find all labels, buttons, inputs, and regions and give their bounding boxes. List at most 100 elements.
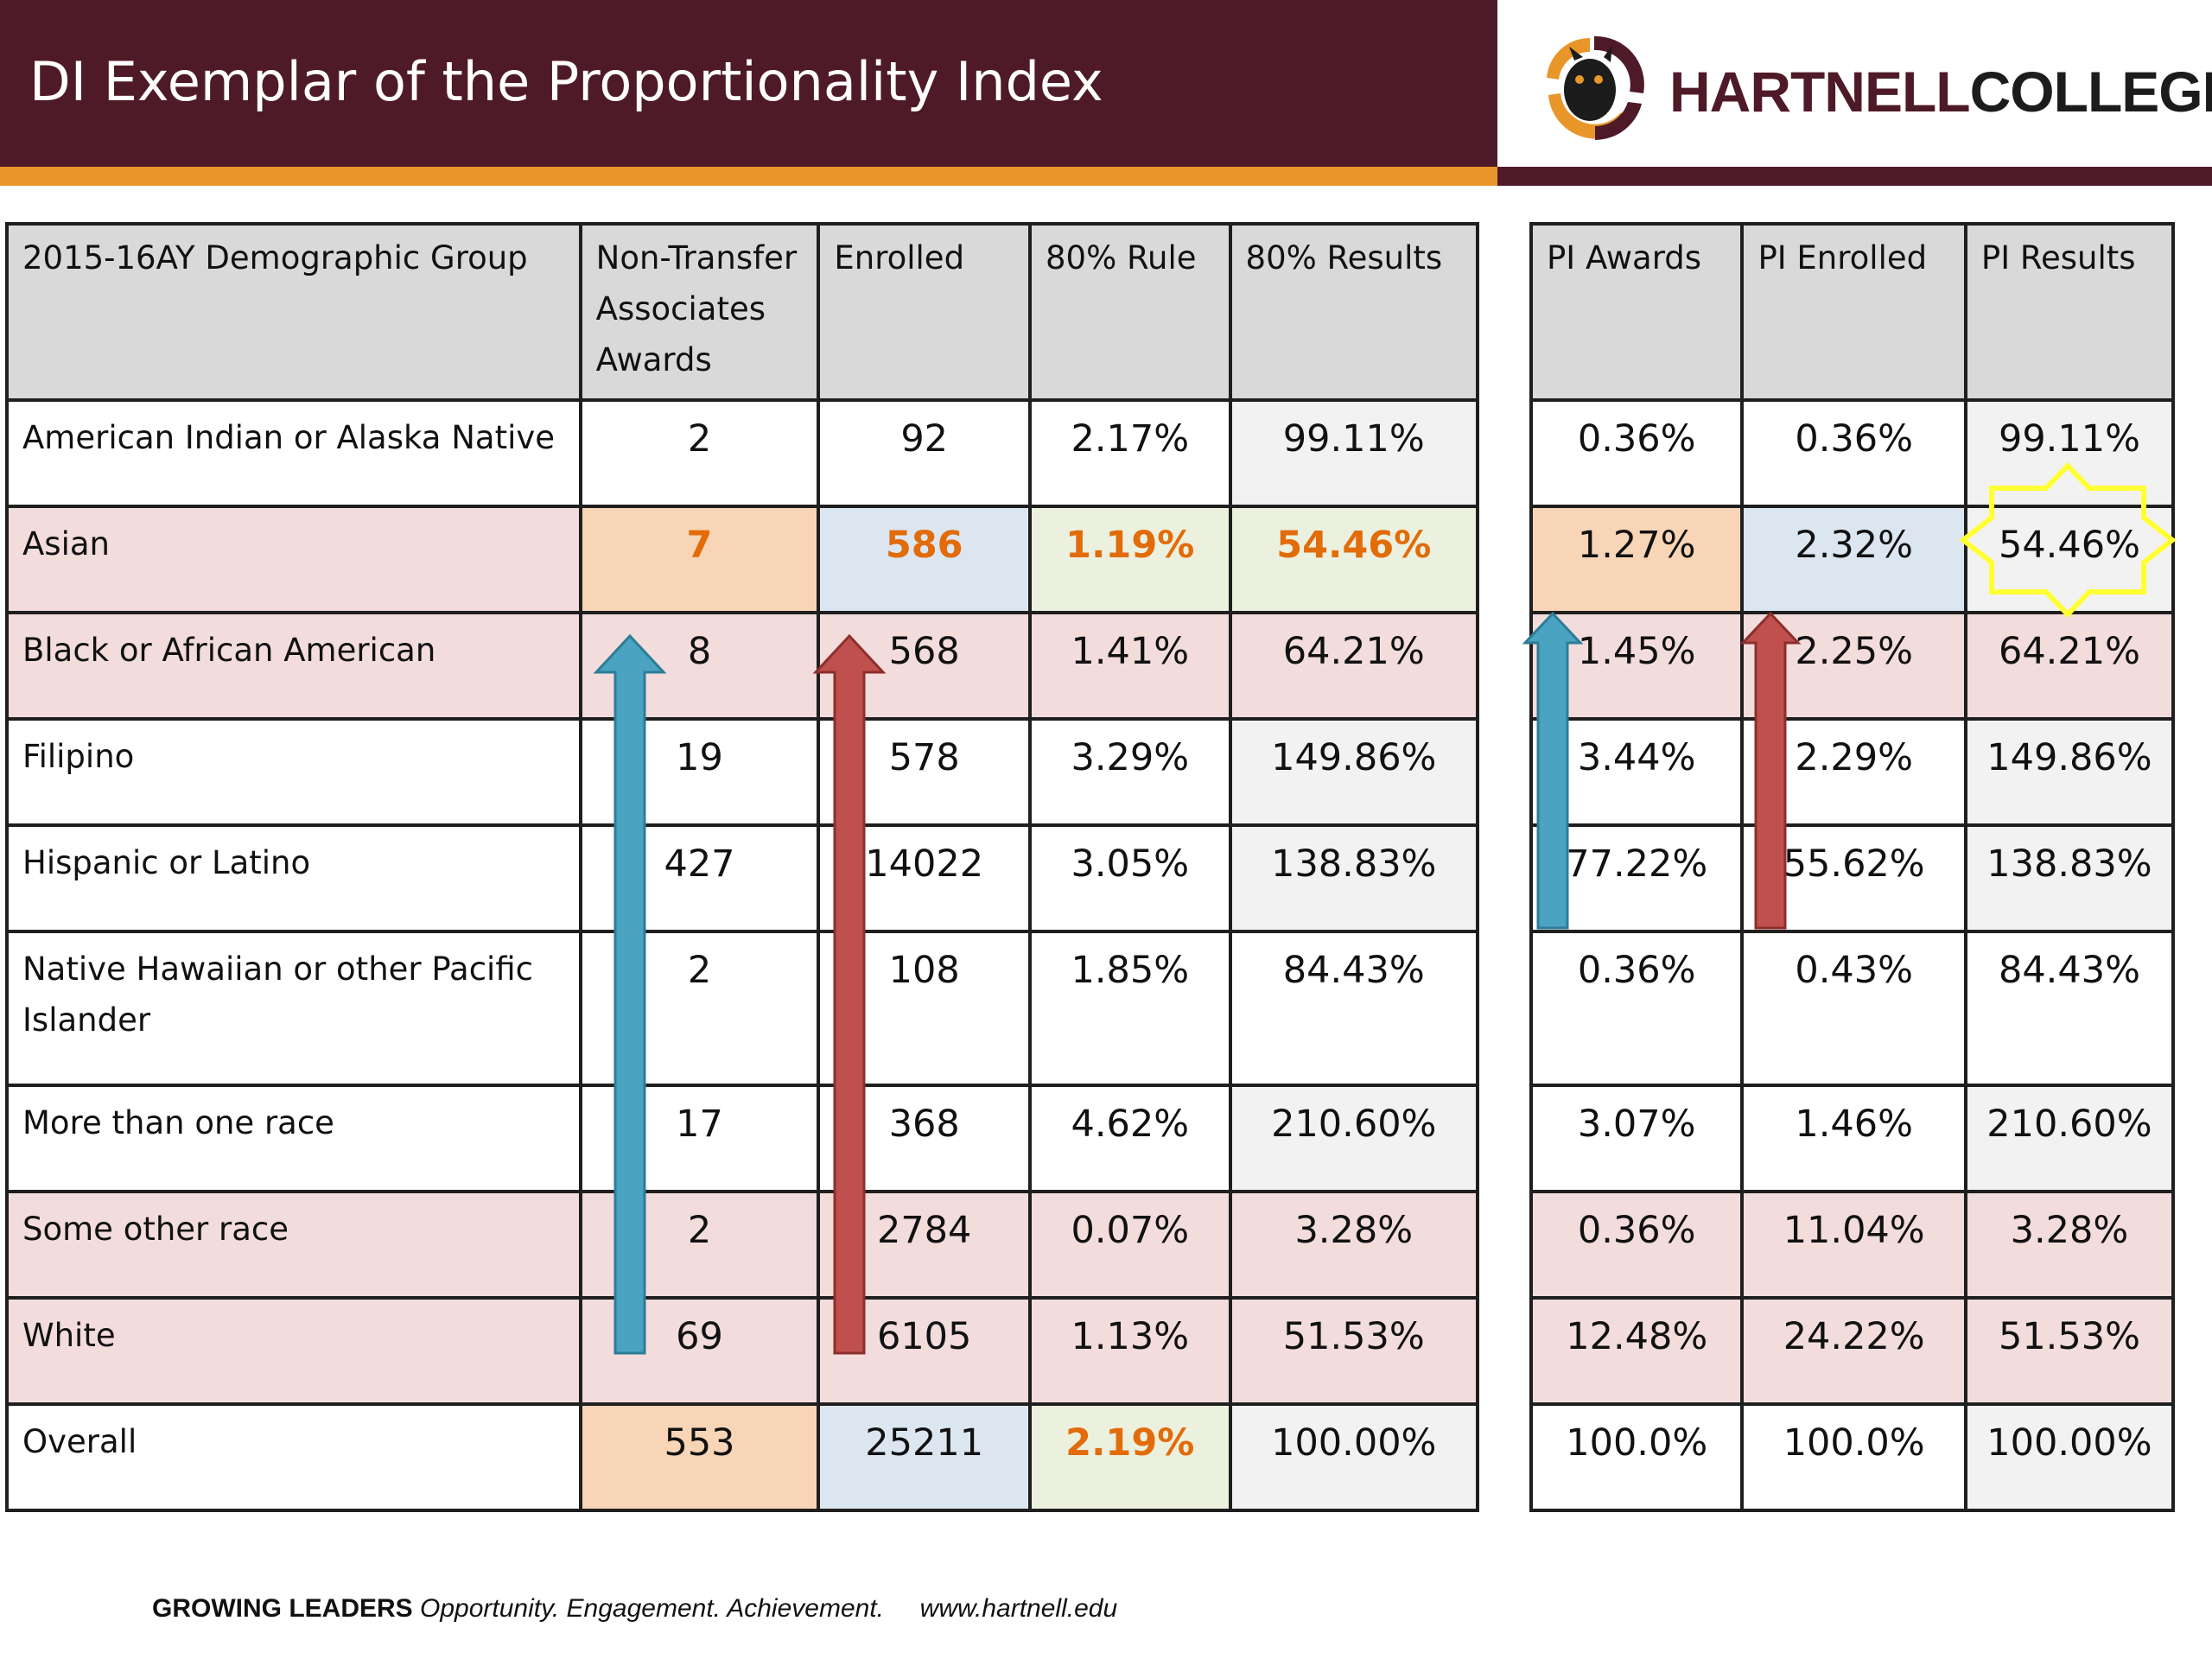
result-cell: 84.43% (1228, 930, 1480, 1087)
table-row: White 69 6105 1.13% 51.53% (5, 1296, 1480, 1406)
table-row: 77.22% 55.62% 138.83% (1529, 823, 2176, 933)
awards-cell: 2 (578, 398, 821, 508)
enrolled-cell: 586 (817, 505, 1033, 614)
table-row: American Indian or Alaska Native 2 92 2.… (5, 398, 1480, 508)
enrolled-cell: 25211 (817, 1402, 1033, 1512)
table-header-row: 2015-16AY Demographic Group Non-Transfer… (5, 222, 1480, 402)
column-header: PI Awards (1529, 222, 1745, 402)
pi-awards-cell: 0.36% (1529, 930, 1745, 1087)
pi-enrolled-cell: 24.22% (1740, 1296, 1967, 1406)
table-row: Native Hawaiian or other Pacific Islande… (5, 930, 1480, 1087)
group-cell: Overall (5, 1402, 582, 1512)
rule-cell: 2.19% (1028, 1402, 1232, 1512)
group-cell: Filipino (5, 717, 582, 827)
table-row: Overall 553 25211 2.19% 100.00% (5, 1402, 1480, 1512)
group-cell: Native Hawaiian or other Pacific Islande… (5, 930, 582, 1087)
highlight-star-icon (1960, 462, 2176, 618)
pi-result-cell: 51.53% (1963, 1296, 2176, 1406)
pi-enrolled-cell: 0.36% (1740, 398, 1967, 508)
table-row: 3.07% 1.46% 210.60% (1529, 1084, 2176, 1193)
pi-enrolled-cell: 1.46% (1740, 1084, 1967, 1193)
rule-cell: 2.17% (1028, 398, 1232, 508)
column-header: 80% Results (1228, 222, 1480, 402)
column-header: Enrolled (817, 222, 1033, 402)
pi-table: PI Awards PI Enrolled PI Results 0.36% 0… (1529, 222, 2176, 1512)
pi-awards-cell: 100.0% (1529, 1402, 1745, 1512)
pi-result-cell: 149.86% (1963, 717, 2176, 827)
column-header: 80% Rule (1028, 222, 1232, 402)
table-row: 1.45% 2.25% 64.21% (1529, 611, 2176, 721)
pi-enrolled-cell: 100.0% (1740, 1402, 1967, 1512)
result-cell: 138.83% (1228, 823, 1480, 933)
group-cell: More than one race (5, 1084, 582, 1193)
result-cell: 99.11% (1228, 398, 1480, 508)
result-cell: 100.00% (1228, 1402, 1480, 1512)
group-cell: Hispanic or Latino (5, 823, 582, 933)
pi-enrolled-cell: 0.43% (1740, 930, 1967, 1087)
rule-cell: 1.41% (1028, 611, 1232, 721)
table-row: More than one race 17 368 4.62% 210.60% (5, 1084, 1480, 1193)
pi-enrolled-cell: 2.32% (1740, 505, 1967, 614)
hartnell-logo: HARTNELLCOLLEGE (1529, 26, 2212, 147)
pi-result-cell: 210.60% (1963, 1084, 2176, 1193)
logo-wordmark: HARTNELLCOLLEGE (1669, 59, 2212, 124)
table-row: 3.44% 2.29% 149.86% (1529, 717, 2176, 827)
pi-result-cell: 84.43% (1963, 930, 2176, 1087)
accent-bar-right (1497, 167, 2212, 186)
awards-cell: 553 (578, 1402, 821, 1512)
pi-awards-cell: 0.36% (1529, 398, 1745, 508)
table-row: 12.48% 24.22% 51.53% (1529, 1296, 2176, 1406)
column-header: 2015-16AY Demographic Group (5, 222, 582, 402)
column-header: PI Results (1963, 222, 2176, 402)
rule-cell: 1.85% (1028, 930, 1232, 1087)
table-header-row: PI Awards PI Enrolled PI Results (1529, 222, 2176, 402)
result-cell: 149.86% (1228, 717, 1480, 827)
proportionality-table: 2015-16AY Demographic Group Non-Transfer… (5, 222, 1480, 1512)
logo-wordmark-college: COLLEGE (1969, 60, 2212, 124)
group-cell: Black or African American (5, 611, 582, 721)
pi-awards-cell: 0.36% (1529, 1190, 1745, 1300)
group-cell: White (5, 1296, 582, 1406)
table-row: Asian 7 586 1.19% 54.46% (5, 505, 1480, 614)
pi-awards-cell: 3.07% (1529, 1084, 1745, 1193)
panther-logo-icon (1547, 35, 1644, 140)
table-row: 0.36% 11.04% 3.28% (1529, 1190, 2176, 1300)
result-cell: 210.60% (1228, 1084, 1480, 1193)
table-row: 1.27% 2.32% 54.46% (1529, 505, 2176, 614)
result-cell: 51.53% (1228, 1296, 1480, 1406)
pi-result-cell: 54.46% (1963, 505, 2176, 614)
pi-result-cell: 138.83% (1963, 823, 2176, 933)
logo-wordmark-hartnell: HARTNELL (1669, 60, 1971, 124)
group-cell: Some other race (5, 1190, 582, 1300)
result-cell: 54.46% (1228, 505, 1480, 614)
group-cell: American Indian or Alaska Native (5, 398, 582, 508)
rule-cell: 0.07% (1028, 1190, 1232, 1300)
footer-tagline-italic: Opportunity. Engagement. Achievement. (420, 1594, 884, 1623)
enrolled-cell: 92 (817, 398, 1033, 508)
result-cell: 3.28% (1228, 1190, 1480, 1300)
awards-cell: 7 (578, 505, 821, 614)
blue-arrow-up-icon (1522, 612, 1583, 930)
header-banner: DI Exemplar of the Proportionality Index (0, 0, 1497, 167)
pi-awards-cell: 12.48% (1529, 1296, 1745, 1406)
red-arrow-up-icon (1740, 612, 1801, 930)
footer-url[interactable]: www.hartnell.edu (919, 1594, 1118, 1623)
column-header: PI Enrolled (1740, 222, 1967, 402)
pi-enrolled-cell: 11.04% (1740, 1190, 1967, 1300)
pi-result-cell: 100.00% (1963, 1402, 2176, 1512)
table-row: Black or African American 8 568 1.41% 64… (5, 611, 1480, 721)
table-row: 0.36% 0.43% 84.43% (1529, 930, 2176, 1087)
table-row: Hispanic or Latino 427 14022 3.05% 138.8… (5, 823, 1480, 933)
group-cell: Asian (5, 505, 582, 614)
rule-cell: 1.19% (1028, 505, 1232, 614)
pi-result-cell: 64.21% (1963, 611, 2176, 721)
rule-cell: 4.62% (1028, 1084, 1232, 1193)
footer-tagline-bold: GROWING LEADERS (152, 1594, 413, 1623)
table-row: 100.0% 100.0% 100.00% (1529, 1402, 2176, 1512)
red-arrow-up-icon (812, 634, 887, 1355)
table-row: Some other race 2 2784 0.07% 3.28% (5, 1190, 1480, 1300)
blue-arrow-up-icon (593, 634, 667, 1355)
pi-result-cell: 3.28% (1963, 1190, 2176, 1300)
table-row: 0.36% 0.36% 99.11% (1529, 398, 2176, 508)
page-title: DI Exemplar of the Proportionality Index (29, 50, 1103, 113)
